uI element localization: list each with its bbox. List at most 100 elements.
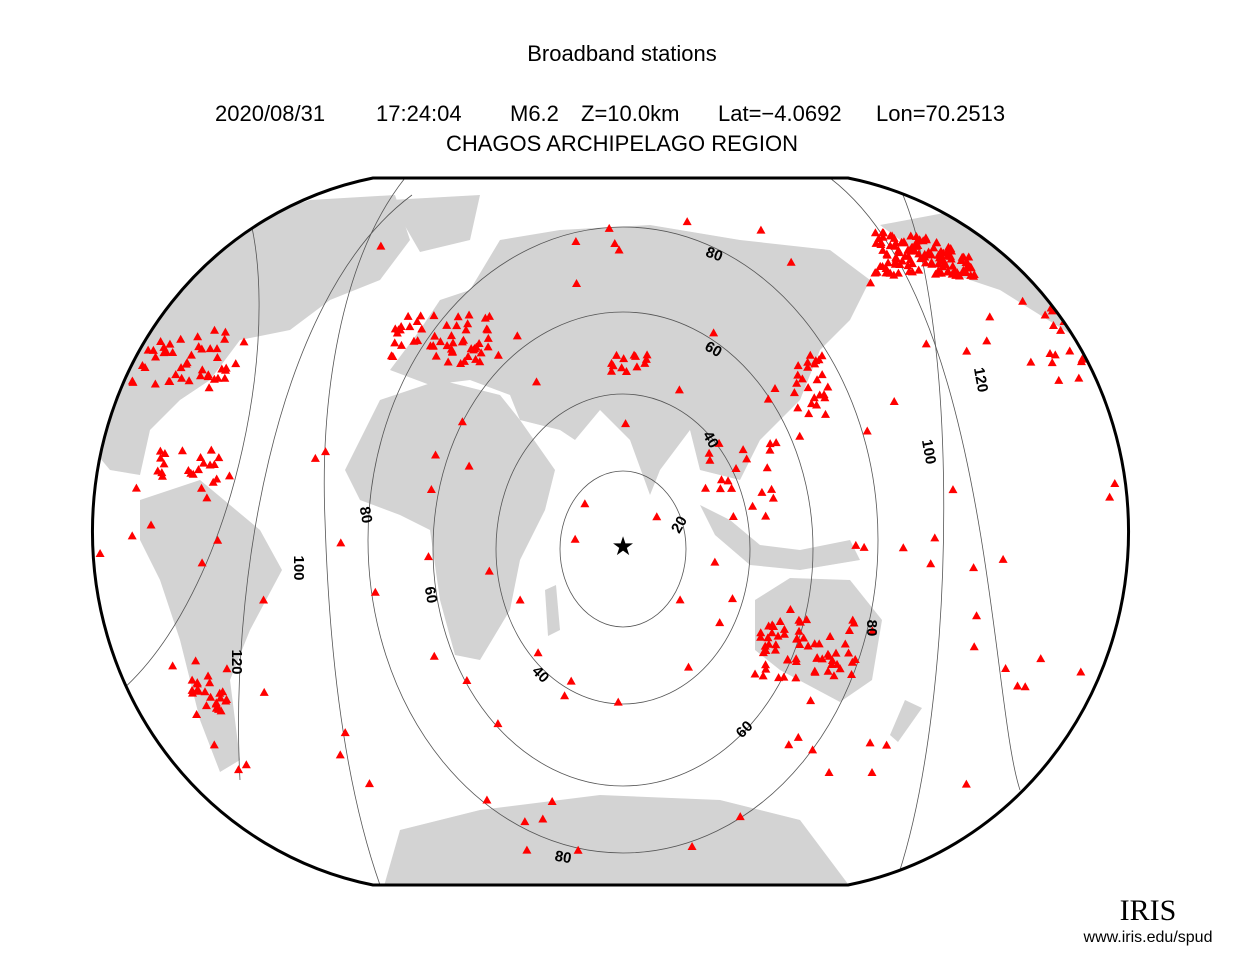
station xyxy=(758,648,768,657)
station xyxy=(127,531,137,540)
station xyxy=(515,595,525,604)
station xyxy=(878,245,888,254)
station xyxy=(882,740,892,749)
new-zealand xyxy=(890,700,922,742)
station xyxy=(823,382,833,391)
station xyxy=(186,350,196,359)
station xyxy=(405,322,415,331)
station xyxy=(215,693,225,702)
station xyxy=(453,312,463,321)
station xyxy=(791,673,801,682)
station xyxy=(817,351,827,360)
station xyxy=(898,543,908,552)
station xyxy=(482,795,492,804)
station xyxy=(464,310,474,319)
station xyxy=(619,354,629,363)
station xyxy=(1045,349,1055,358)
station xyxy=(773,631,783,640)
station xyxy=(209,740,219,749)
station xyxy=(210,325,220,334)
station xyxy=(176,334,186,343)
station xyxy=(392,328,402,337)
station xyxy=(184,376,194,385)
station xyxy=(215,688,225,697)
station xyxy=(763,633,773,642)
station xyxy=(728,512,738,521)
station xyxy=(614,245,624,254)
station xyxy=(222,664,232,673)
station xyxy=(876,238,886,247)
station xyxy=(177,373,187,382)
station xyxy=(941,260,951,269)
station xyxy=(905,245,915,254)
station xyxy=(157,471,167,480)
station xyxy=(756,632,766,641)
station xyxy=(779,629,789,638)
station xyxy=(844,625,854,634)
station xyxy=(206,692,216,701)
station xyxy=(463,352,473,361)
station xyxy=(429,311,439,320)
station xyxy=(715,618,725,627)
station xyxy=(464,461,474,470)
station xyxy=(906,231,916,240)
logo-name: IRIS xyxy=(1120,894,1177,927)
station xyxy=(748,501,758,510)
station xyxy=(920,258,930,267)
station xyxy=(758,671,768,680)
station xyxy=(684,662,694,671)
station xyxy=(921,233,931,242)
station xyxy=(165,339,175,348)
station xyxy=(1018,296,1028,305)
station xyxy=(1054,375,1064,384)
station xyxy=(785,604,795,613)
madagascar xyxy=(545,585,560,636)
station xyxy=(844,648,854,657)
station xyxy=(682,217,692,226)
station xyxy=(212,474,222,483)
station xyxy=(1036,654,1046,663)
distance-label: 100 xyxy=(290,555,307,580)
station xyxy=(820,409,830,418)
station xyxy=(241,760,251,769)
station xyxy=(904,266,914,275)
station xyxy=(966,270,976,279)
south-america xyxy=(140,480,282,772)
station xyxy=(641,354,651,363)
station xyxy=(795,431,805,440)
event-lat: Lat=−4.0692 xyxy=(718,101,842,126)
station xyxy=(847,670,857,679)
station xyxy=(883,258,893,267)
distance-label: 80 xyxy=(703,244,724,266)
station xyxy=(192,710,202,719)
station xyxy=(851,540,861,549)
greenland xyxy=(390,195,480,252)
station xyxy=(760,641,770,650)
station xyxy=(431,351,441,360)
station xyxy=(728,594,738,603)
station xyxy=(396,340,406,349)
station xyxy=(1026,357,1036,366)
event-date: 2020/08/31 xyxy=(215,101,325,126)
station xyxy=(865,738,875,747)
station xyxy=(168,348,178,357)
station xyxy=(213,535,223,544)
station xyxy=(793,361,803,370)
station xyxy=(231,359,241,368)
station xyxy=(814,639,824,648)
event-line: 2020/08/31 17:24:04 M6.2 Z=10.0km Lat=−4… xyxy=(215,101,1005,126)
station xyxy=(894,248,904,257)
station xyxy=(1048,320,1058,329)
station xyxy=(934,259,944,268)
station xyxy=(259,595,269,604)
station xyxy=(200,687,210,696)
distance-label: 60 xyxy=(421,585,441,604)
station xyxy=(195,371,205,380)
station xyxy=(930,533,940,542)
station xyxy=(604,223,614,232)
station xyxy=(1013,681,1023,690)
station xyxy=(1105,362,1115,371)
station xyxy=(810,666,820,675)
station xyxy=(878,228,888,237)
distance-label: 120 xyxy=(970,366,991,394)
